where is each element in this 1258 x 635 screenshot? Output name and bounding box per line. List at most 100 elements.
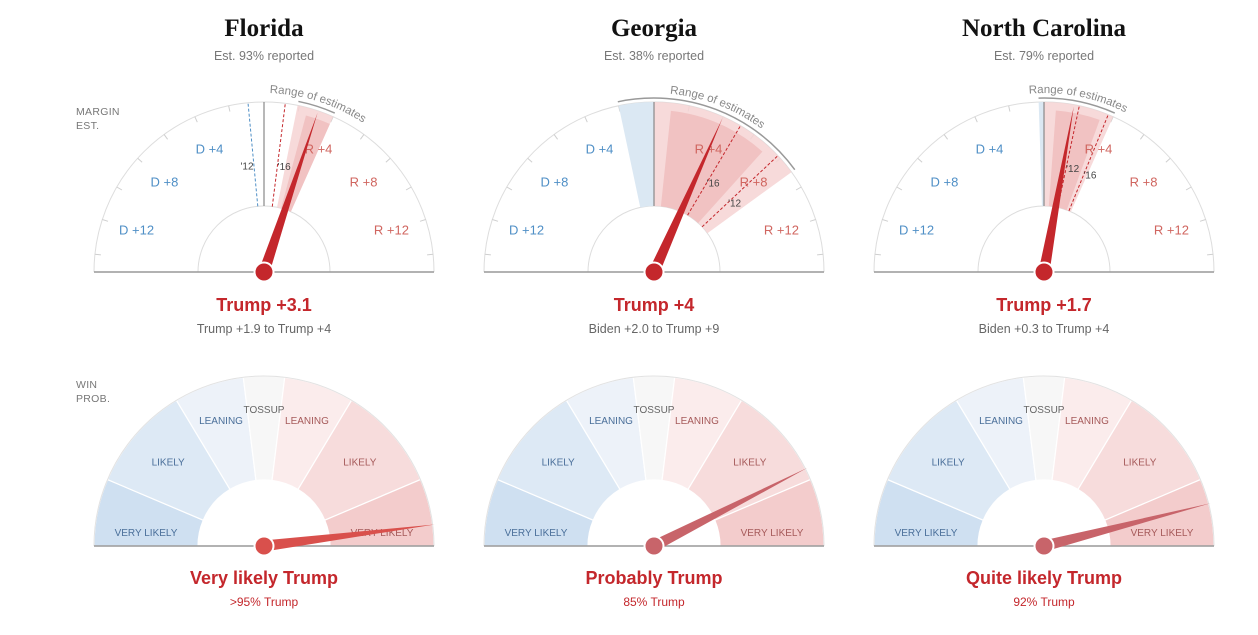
reported-label: Est. 38% reported: [604, 49, 704, 63]
margin-tick: [419, 218, 426, 222]
previous-result-line: [687, 125, 741, 216]
state-title: Georgia: [611, 15, 698, 42]
margin-tick: [94, 253, 101, 256]
win-result-label: Very likely Trump: [190, 568, 338, 588]
previous-result-label: '12: [1066, 164, 1079, 175]
margin-tick-label: D +12: [899, 223, 934, 238]
margin-tick: [943, 134, 949, 140]
win-segment-label: LIKELY: [733, 458, 766, 469]
win-segment-label: LEANING: [285, 416, 329, 427]
margin-tick: [137, 157, 143, 163]
margin-tick: [427, 253, 434, 256]
margin-tick: [882, 218, 889, 222]
margin-row-label-2: EST.: [76, 120, 99, 132]
margin-tick: [1199, 218, 1206, 222]
margin-needle: [648, 118, 723, 275]
win-probability-label: 85% Trump: [623, 595, 685, 609]
range-dem-band: [1038, 101, 1044, 207]
previous-result-line: [247, 102, 259, 207]
previous-result-line: [1068, 114, 1109, 212]
win-needle-hub: [643, 535, 665, 557]
range-bracket-arc: [1038, 97, 1116, 114]
win-segment-label: LEANING: [1065, 416, 1109, 427]
win-segment-label: VERY LIKELY: [1131, 528, 1194, 539]
margin-tick: [102, 218, 109, 222]
win-needle: [263, 524, 435, 552]
previous-result-label: '16: [707, 178, 720, 189]
margin-range-label: Biden +2.0 to Trump +9: [589, 322, 720, 336]
win-needle-hub: [253, 535, 275, 557]
previous-result-label: '16: [1083, 171, 1096, 182]
win-segment-label: LEANING: [589, 416, 633, 427]
margin-needle: [1038, 106, 1074, 273]
previous-result-line: [701, 155, 779, 228]
reported-label: Est. 93% reported: [214, 49, 314, 63]
margin-range-label: Trump +1.9 to Trump +4: [197, 322, 331, 336]
win-outer-arc: [873, 375, 1215, 547]
win-result-label: Probably Trump: [585, 568, 722, 588]
margin-range-label: Biden +0.3 to Trump +4: [979, 322, 1110, 336]
state-title: Florida: [224, 15, 304, 42]
margin-tick: [385, 157, 391, 163]
win-segment-label: VERY LIKELY: [895, 528, 958, 539]
win-result-label: Quite likely Trump: [966, 568, 1122, 588]
previous-result-label: '12: [240, 161, 253, 172]
margin-tick: [874, 253, 881, 256]
win-segment-label: LIKELY: [152, 458, 185, 469]
win-row-label-2: PROB.: [76, 393, 110, 405]
margin-tick: [163, 134, 169, 140]
win-outer-arc: [483, 375, 825, 547]
win-segment-label: TOSSUP: [1024, 405, 1065, 416]
win-probability-label: 92% Trump: [1013, 595, 1075, 609]
margin-tick: [1207, 253, 1214, 256]
win-segment-label: LEANING: [199, 416, 243, 427]
margin-tick-label: R +12: [374, 223, 409, 238]
win-segment-label: VERY LIKELY: [351, 528, 414, 539]
margin-tick: [974, 116, 978, 123]
state-title: North Carolina: [962, 15, 1127, 42]
range-bracket-arc: [298, 100, 336, 114]
margin-tick-label: D +8: [931, 174, 959, 189]
range-dem-band: [618, 101, 654, 208]
margin-tick: [527, 157, 533, 163]
margin-tick: [194, 116, 198, 123]
margin-tick: [1139, 134, 1145, 140]
margin-tick: [405, 186, 412, 191]
margin-tick: [1008, 105, 1011, 112]
margin-tick: [795, 186, 802, 191]
margin-result-label: Trump +4: [614, 295, 695, 315]
previous-result-label: '16: [278, 162, 291, 173]
range-core-band: [660, 110, 763, 223]
margin-tick-label: D +4: [976, 142, 1004, 157]
margin-tick: [116, 186, 123, 191]
margin-tick-label: R +12: [764, 223, 799, 238]
margin-tick: [809, 218, 816, 222]
win-segment-label: LIKELY: [1123, 458, 1156, 469]
margin-needle-hub: [253, 261, 275, 283]
win-segment-label: VERY LIKELY: [505, 528, 568, 539]
margin-tick-label: D +4: [196, 142, 224, 157]
margin-tick: [484, 253, 491, 256]
margin-tick: [896, 186, 903, 191]
margin-result-label: Trump +1.7: [996, 295, 1092, 315]
win-needle: [651, 467, 808, 551]
margin-tick-label: D +12: [509, 223, 544, 238]
margin-needle-hub: [1033, 261, 1055, 283]
win-probability-label: >95% Trump: [230, 595, 299, 609]
margin-row-label: MARGIN: [76, 106, 120, 118]
margin-tick-label: R +12: [1154, 223, 1189, 238]
win-segment-label: LEANING: [979, 416, 1023, 427]
margin-needle-hub: [643, 261, 665, 283]
margin-inner-arc: [977, 205, 1111, 273]
range-bracket-arc: [617, 97, 796, 171]
win-segment-label: VERY LIKELY: [115, 528, 178, 539]
margin-inner-arc: [197, 205, 331, 273]
margin-tick: [618, 105, 621, 112]
margin-tick: [553, 134, 559, 140]
previous-result-line: [271, 103, 286, 207]
win-needle: [1042, 503, 1211, 552]
